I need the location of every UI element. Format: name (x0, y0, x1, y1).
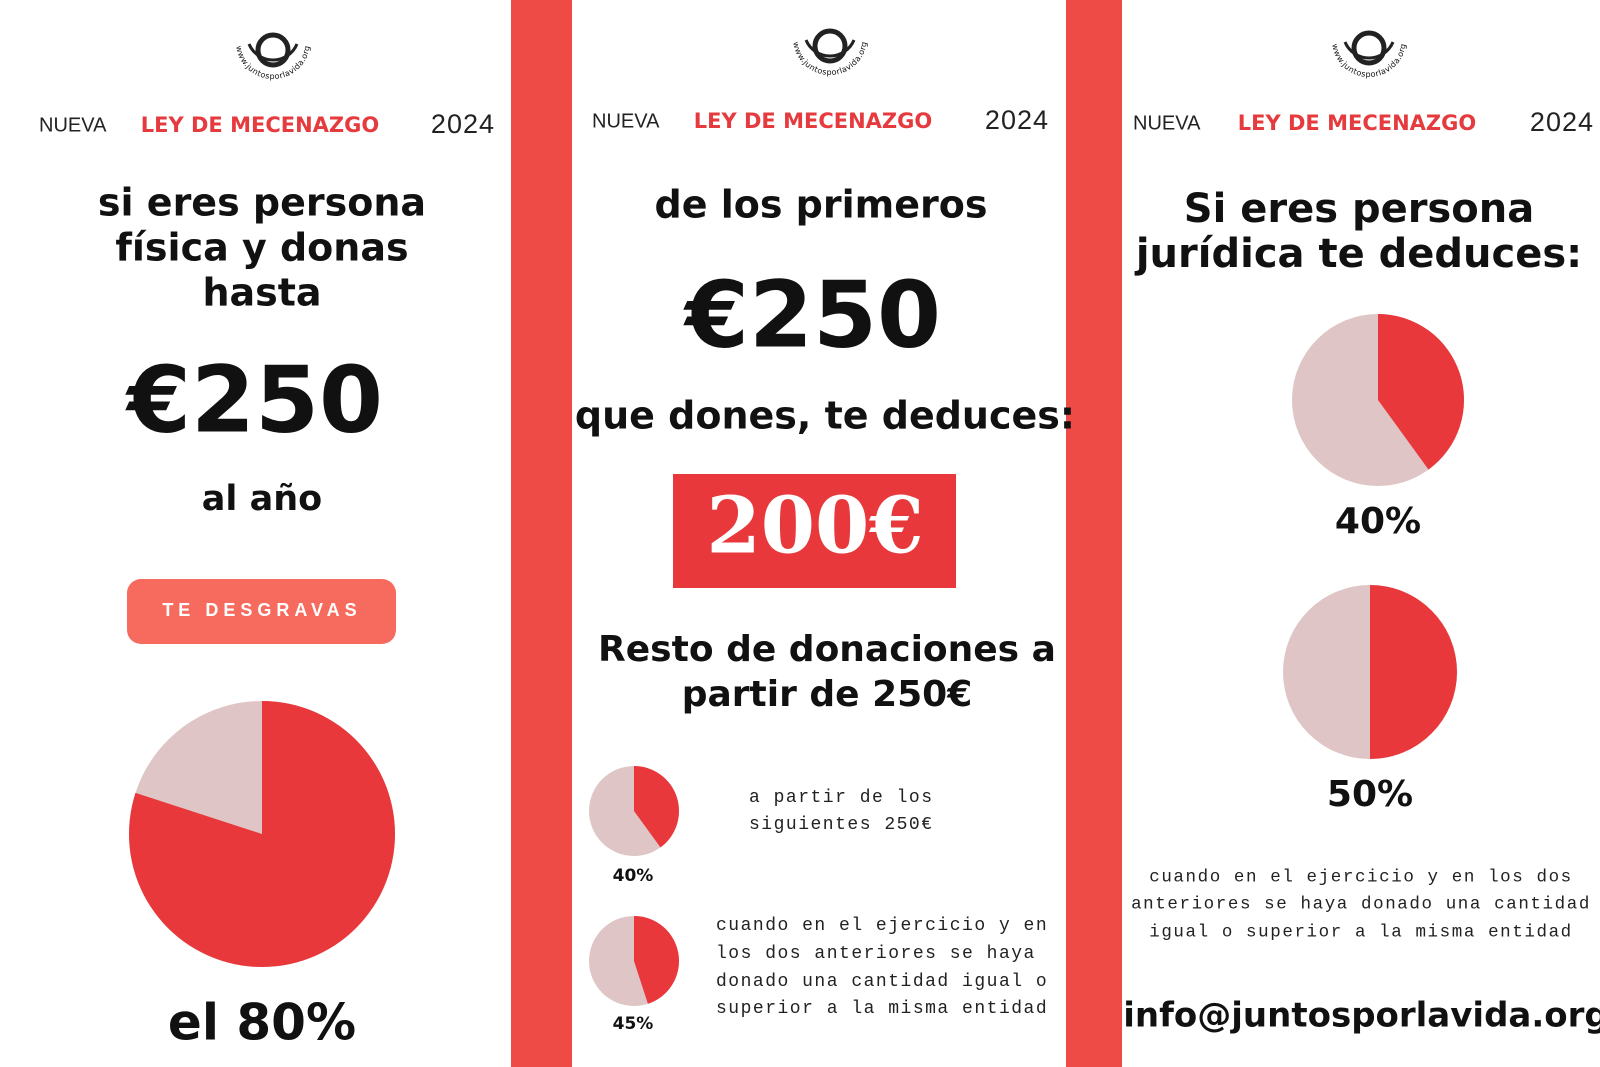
logo-ring (255, 32, 291, 68)
highlight-box (673, 474, 956, 588)
header-title: LEY DE MECENAZGO (141, 113, 379, 137)
title-line: si eres persona (98, 181, 426, 225)
pie-slice (129, 701, 396, 967)
title-line: jurídica te deduces: (1134, 231, 1582, 277)
pie-label: 50% (1327, 774, 1413, 815)
note-line: anteriores se haya donado una cantidad (1131, 895, 1591, 915)
follow: que dones, te deduces: (575, 394, 1075, 438)
pie-label: 45% (613, 1014, 654, 1034)
logo-ring (812, 28, 848, 64)
lead: de los primeros (655, 183, 988, 227)
logo-ring (1351, 30, 1387, 66)
title-line: física y donas (115, 226, 408, 270)
divider (1066, 0, 1122, 1067)
pie-slice (1378, 314, 1465, 470)
button[interactable] (127, 579, 396, 644)
header-title: LEY DE MECENAZGO (1238, 111, 1476, 135)
amount: €250 (125, 346, 383, 453)
title-line: Si eres persona (1184, 186, 1534, 232)
title-line: hasta (202, 271, 321, 315)
note-line: siguientes 250€ (749, 815, 934, 835)
pie-slice (634, 766, 680, 848)
button-label[interactable]: TE DESGRAVAS (162, 600, 361, 620)
header-year: 2024 (1530, 107, 1594, 137)
period: al año (202, 479, 322, 519)
amount: €250 (683, 261, 941, 368)
header-year: 2024 (985, 105, 1049, 135)
email: info@juntosporlavida.org (1123, 996, 1600, 1036)
divider (511, 0, 572, 1067)
rest-line: Resto de donaciones a (598, 629, 1056, 670)
pie-label: 40% (1335, 501, 1421, 542)
note-line: a partir de los (749, 788, 934, 808)
note-line: cuando en el ejercicio y en los dos (1149, 868, 1573, 888)
logo-arc (1343, 41, 1395, 60)
logo-arc (247, 43, 299, 62)
header-title: LEY DE MECENAZGO (694, 109, 932, 133)
header-prefix: NUEVA (39, 114, 107, 136)
pie-slice (634, 916, 679, 1004)
note-line: donado una cantidad igual o (716, 972, 1048, 992)
header-prefix: NUEVA (1133, 112, 1201, 134)
note-line: los dos anteriores se haya (716, 944, 1036, 964)
highlight: 200€ (706, 481, 923, 572)
note-line: superior a la misma entidad (716, 999, 1048, 1019)
header-prefix: NUEVA (592, 110, 660, 132)
pie-slice (1370, 585, 1457, 759)
pie-label: 40% (613, 866, 654, 886)
pie-label: el 80% (168, 994, 356, 1052)
logo-arc (804, 39, 856, 58)
note-line: cuando en el ejercicio y en (716, 916, 1048, 936)
header-year: 2024 (431, 109, 495, 139)
rest-line: partir de 250€ (682, 674, 973, 715)
note-line: igual o superior a la misma entidad (1149, 923, 1573, 943)
